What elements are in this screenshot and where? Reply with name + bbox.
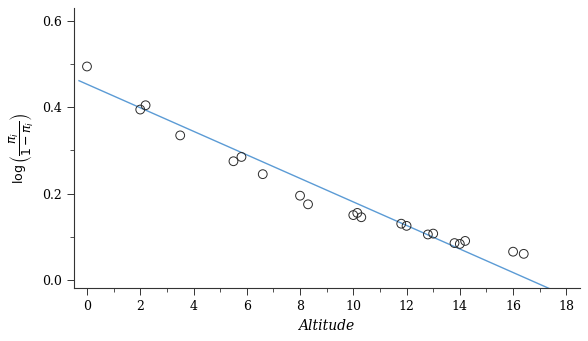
Point bbox=[402, 223, 411, 228]
Point bbox=[175, 133, 185, 138]
Point bbox=[258, 172, 268, 177]
Y-axis label: $\log\left(\dfrac{\pi_i}{1-\pi_i}\right)$: $\log\left(\dfrac{\pi_i}{1-\pi_i}\right)… bbox=[8, 113, 36, 184]
Point bbox=[303, 202, 313, 207]
Point bbox=[82, 64, 92, 69]
Point bbox=[423, 232, 433, 237]
Point bbox=[519, 251, 529, 256]
Point bbox=[429, 231, 438, 236]
X-axis label: Altitude: Altitude bbox=[299, 319, 355, 333]
Point bbox=[396, 221, 406, 226]
Point bbox=[349, 212, 358, 218]
Point bbox=[450, 240, 459, 246]
Point bbox=[455, 241, 465, 247]
Point bbox=[460, 238, 470, 244]
Point bbox=[353, 210, 362, 216]
Point bbox=[509, 249, 518, 254]
Point bbox=[136, 107, 145, 112]
Point bbox=[229, 159, 238, 164]
Point bbox=[295, 193, 305, 198]
Point bbox=[356, 214, 366, 220]
Point bbox=[237, 154, 246, 160]
Point bbox=[141, 103, 151, 108]
